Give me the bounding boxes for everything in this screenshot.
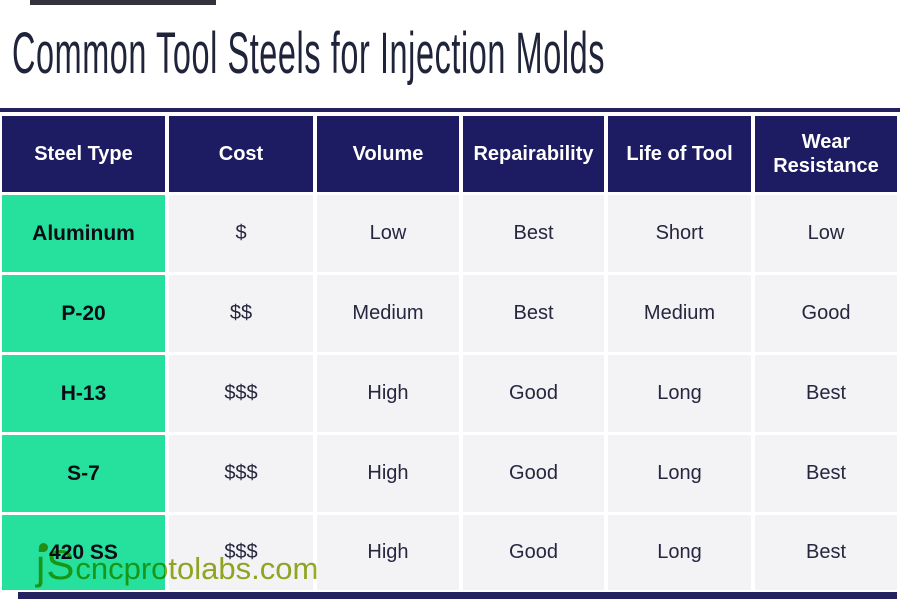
cell-h13-life-of-tool: Long [608,355,751,432]
cell-h13-wear-resistance: Best [755,355,897,432]
cell-420ss-volume: High [317,515,459,590]
watermark: jScncprotolabs.com [36,541,318,589]
row-label-420ss: 420 SS [2,515,165,590]
row-label-s7: S-7 [2,435,165,512]
cell-p20-volume: Medium [317,275,459,352]
table-bottom-border [18,592,897,599]
col-header-cost: Cost [169,116,313,192]
cell-p20-wear-resistance: Good [755,275,897,352]
cell-420ss-repairability: Good [463,515,604,590]
row-label-aluminum: Aluminum [2,195,165,272]
cell-s7-wear-resistance: Best [755,435,897,512]
row-label-p20: P-20 [2,275,165,352]
col-header-repairability: Repairability [463,116,604,192]
cell-h13-cost: $$$ [169,355,313,432]
table-top-border [0,108,900,112]
cell-420ss-life-of-tool: Long [608,515,751,590]
cell-h13-repairability: Good [463,355,604,432]
cell-s7-cost: $$$ [169,435,313,512]
cell-p20-life-of-tool: Medium [608,275,751,352]
page-title-text: Common Tool Steels for Injection Molds [12,20,606,86]
cell-p20-repairability: Best [463,275,604,352]
cell-aluminum-life-of-tool: Short [608,195,751,272]
watermark-orange-dot-icon [39,543,48,552]
col-header-volume: Volume [317,116,459,192]
col-header-steel-type: Steel Type [2,116,165,192]
cell-aluminum-wear-resistance: Low [755,195,897,272]
cell-420ss-wear-resistance: Best [755,515,897,590]
cell-420ss-cost: $$$ [169,515,313,590]
cell-p20-cost: $$ [169,275,313,352]
cell-aluminum-repairability: Best [463,195,604,272]
watermark-domain: cncprotolabs.com [75,551,319,586]
cell-s7-repairability: Good [463,435,604,512]
col-header-wear-resistance: Wear Resistance [755,116,897,192]
cell-s7-volume: High [317,435,459,512]
col-header-life-of-tool: Life of Tool [608,116,751,192]
cell-s7-life-of-tool: Long [608,435,751,512]
page-title: Common Tool Steels for Injection Molds [12,21,900,86]
row-label-h13: H-13 [2,355,165,432]
top-accent-bar [30,0,216,5]
cell-aluminum-cost: $ [169,195,313,272]
cell-h13-volume: High [317,355,459,432]
cell-aluminum-volume: Low [317,195,459,272]
steel-comparison-table: Steel Type Cost Volume Repairability Lif… [2,116,897,590]
